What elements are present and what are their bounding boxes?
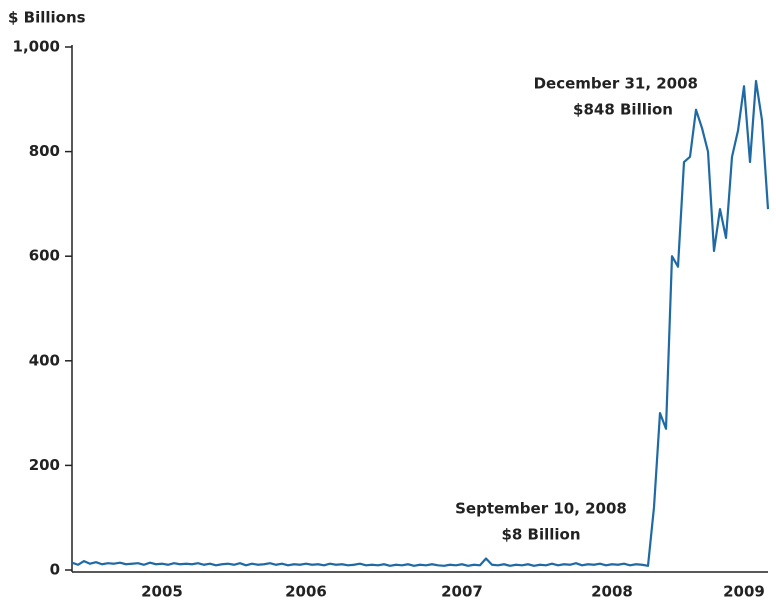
y-axis-label: $ Billions bbox=[8, 9, 86, 27]
y-tick-label: 200 bbox=[29, 456, 60, 474]
annotation: $8 Billion bbox=[501, 526, 580, 544]
y-tick-label: 600 bbox=[29, 247, 60, 265]
x-tick-label: 2005 bbox=[141, 583, 183, 601]
annotation: September 10, 2008 bbox=[455, 500, 627, 518]
x-tick-label: 2008 bbox=[591, 583, 633, 601]
x-tick-label: 2006 bbox=[285, 583, 327, 601]
y-tick-label: 0 bbox=[50, 561, 60, 579]
line bbox=[71, 79, 770, 567]
y-tick-label: 800 bbox=[29, 142, 60, 160]
x-tick-label: 2009 bbox=[723, 583, 765, 601]
annotation: $848 Billion bbox=[573, 101, 673, 119]
y-tick-label: 1,000 bbox=[13, 38, 60, 56]
x-tick-label: 2007 bbox=[441, 583, 483, 601]
annotation: December 31, 2008 bbox=[534, 75, 698, 93]
y-tick-label: 400 bbox=[29, 351, 60, 369]
